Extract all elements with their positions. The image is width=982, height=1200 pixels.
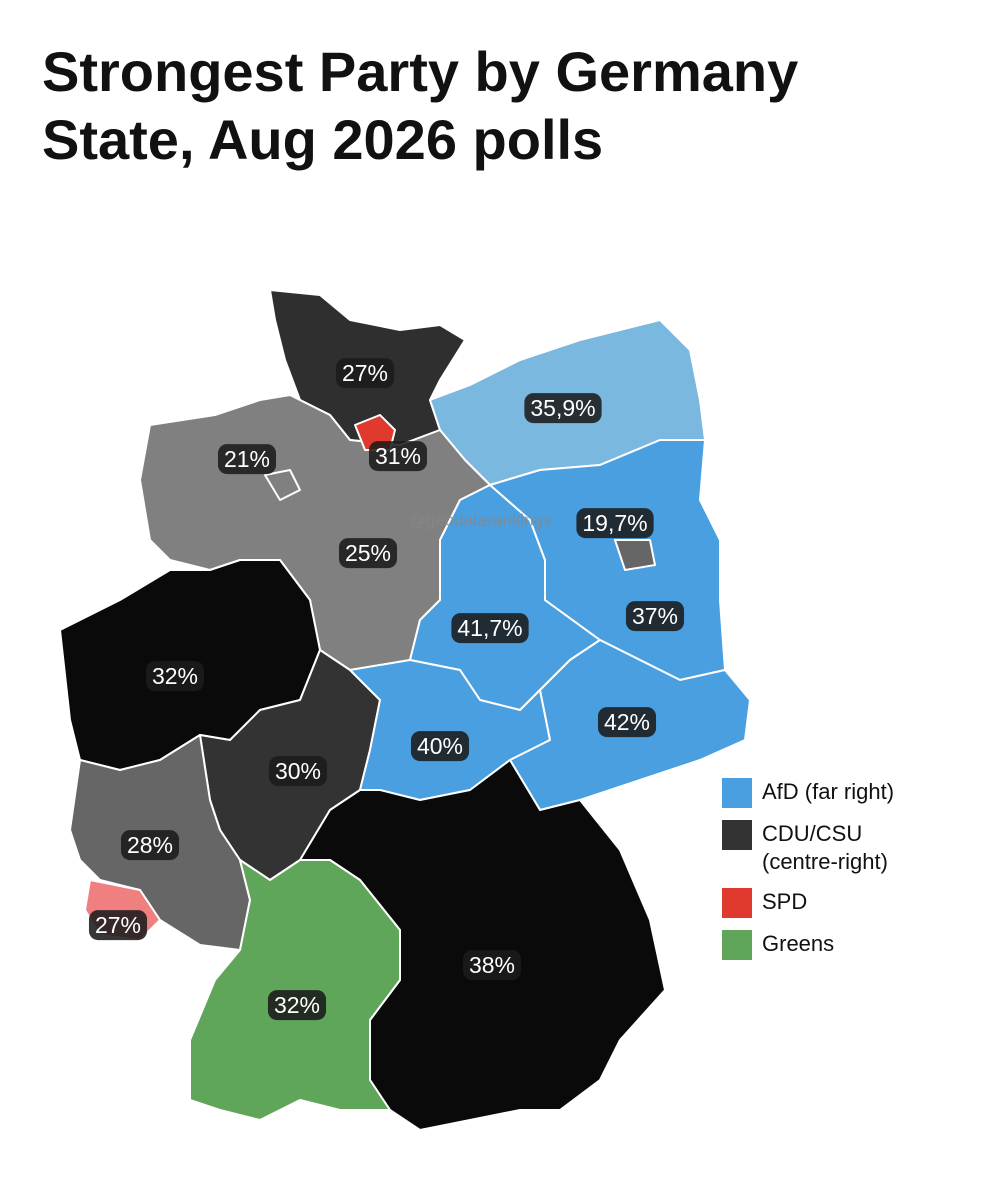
label-background: [451, 613, 529, 644]
legend-swatch: [722, 778, 752, 808]
label-background: [524, 393, 602, 424]
state-label: 30%: [275, 758, 321, 784]
legend-item: AfD (far right): [722, 778, 932, 808]
state-label: 35,9%: [530, 395, 595, 421]
legend-label: AfD (far right): [762, 779, 895, 804]
state-label-box: 21%: [217, 444, 277, 475]
label-background: [576, 508, 654, 539]
legend-swatch: [722, 930, 752, 960]
title: Strongest Party by Germany State, Aug 20…: [42, 40, 799, 171]
state-label: 37%: [632, 603, 678, 629]
legend: AfD (far right) CDU/CSU (centre-right) SPD…: [722, 778, 932, 972]
state-label: 31%: [375, 443, 421, 469]
state-label-box: 32%: [267, 990, 327, 1021]
state-label-box: 27%: [88, 910, 148, 941]
state-label: 27%: [342, 360, 388, 386]
state-label-box: 25%: [338, 538, 398, 569]
label-background: [410, 731, 470, 762]
state-label-box: 19,7%: [576, 508, 654, 539]
state-label-box: 31%: [368, 441, 428, 472]
state: [189, 859, 401, 1121]
state-label-box: 32%: [145, 661, 205, 692]
state: [264, 469, 301, 501]
state-label: 40%: [417, 733, 463, 759]
state-label: 19,7%: [582, 510, 647, 536]
label-background: [462, 950, 522, 981]
state-label: 32%: [274, 992, 320, 1018]
label-background: [335, 358, 395, 389]
state-label-box: 35,9%: [524, 393, 602, 424]
legend-label: SPD: [762, 889, 808, 914]
label-background: [338, 538, 398, 569]
state-label-box: 28%: [120, 830, 180, 861]
state-label: 38%: [469, 952, 515, 978]
state-label: 27%: [95, 912, 141, 938]
state-label: 28%: [127, 832, 173, 858]
legend-swatch: [722, 820, 752, 850]
state-label-box: 37%: [625, 601, 685, 632]
state-label: 25%: [345, 540, 391, 566]
state-label: 42%: [604, 709, 650, 735]
state-label-box: 38%: [462, 950, 522, 981]
legend-item: SPD: [722, 888, 932, 918]
legend-item: CDU/CSU (centre-right): [722, 820, 932, 876]
label-background: [597, 707, 657, 738]
state-label-box: 40%: [410, 731, 470, 762]
label-background: [88, 910, 148, 941]
label-background: [217, 444, 277, 475]
state-label-box: 41,7%: [451, 613, 529, 644]
state: [614, 539, 656, 571]
state-label: 41,7%: [457, 615, 522, 641]
state-label-box: 27%: [335, 358, 395, 389]
label-background: [625, 601, 685, 632]
label-background: [368, 441, 428, 472]
watermark: @geodatarankings: [409, 510, 552, 529]
state-label-box: 42%: [597, 707, 657, 738]
state-label: 32%: [152, 663, 198, 689]
label-background: [120, 830, 180, 861]
legend-swatch: [722, 888, 752, 918]
legend-label: Greens: [762, 931, 835, 956]
legend-label: CDU/CSU (centre-right): [762, 821, 888, 874]
state-label: 21%: [224, 446, 270, 472]
state-label-box: 30%: [268, 756, 328, 787]
legend-item: Greens: [722, 930, 932, 960]
label-background: [267, 990, 327, 1021]
label-background: [268, 756, 328, 787]
label-background: [145, 661, 205, 692]
